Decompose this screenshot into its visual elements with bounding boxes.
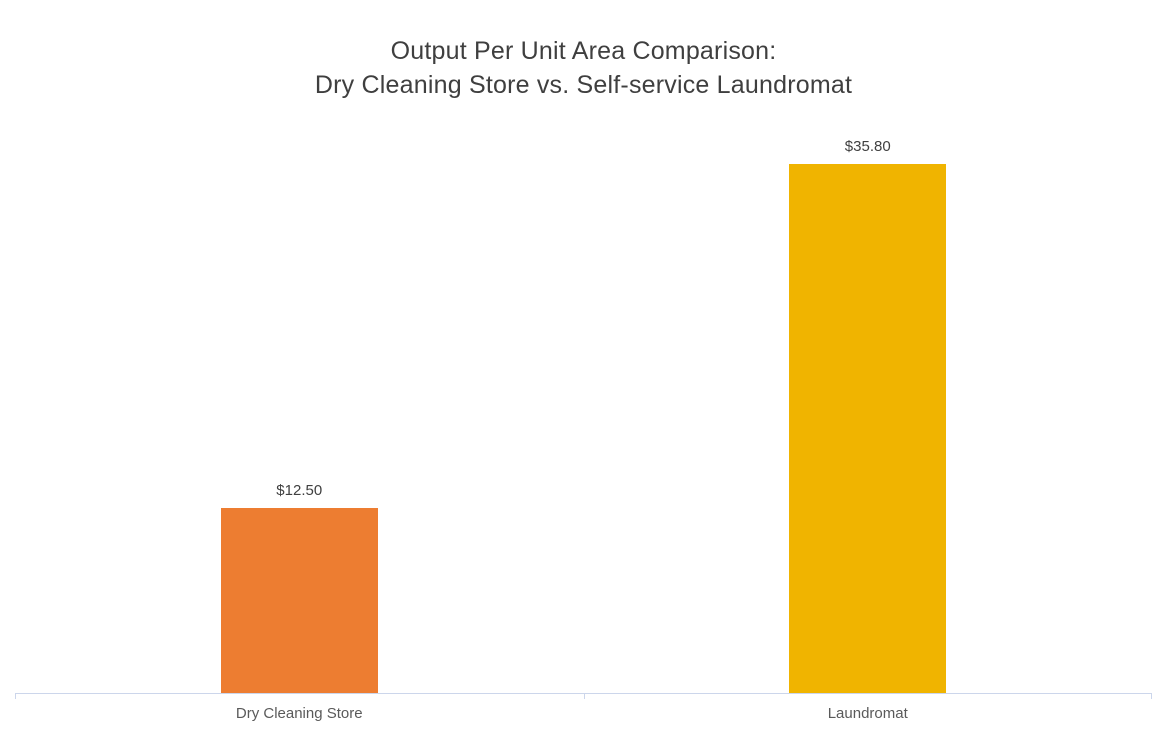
plot-area (15, 131, 1152, 693)
chart-title-line2: Dry Cleaning Store vs. Self-service Laun… (314, 71, 853, 99)
x-axis-tick (583, 693, 585, 699)
x-axis-category-label: Dry Cleaning Store (235, 705, 363, 722)
bar-laundromat[interactable] (789, 163, 947, 693)
value-label: $35.80 (844, 137, 891, 155)
chart-title: Output Per Unit Area Comparison: Dry Cle… (0, 34, 1167, 102)
chart-title-line1: Output Per Unit Area Comparison: (390, 37, 777, 65)
x-axis-category-label: Laundromat (827, 705, 908, 722)
x-axis-tick (1151, 693, 1152, 699)
x-axis-tick (15, 693, 16, 699)
value-label: $12.50 (276, 482, 323, 500)
bar-dry-cleaning-store[interactable] (220, 508, 378, 693)
